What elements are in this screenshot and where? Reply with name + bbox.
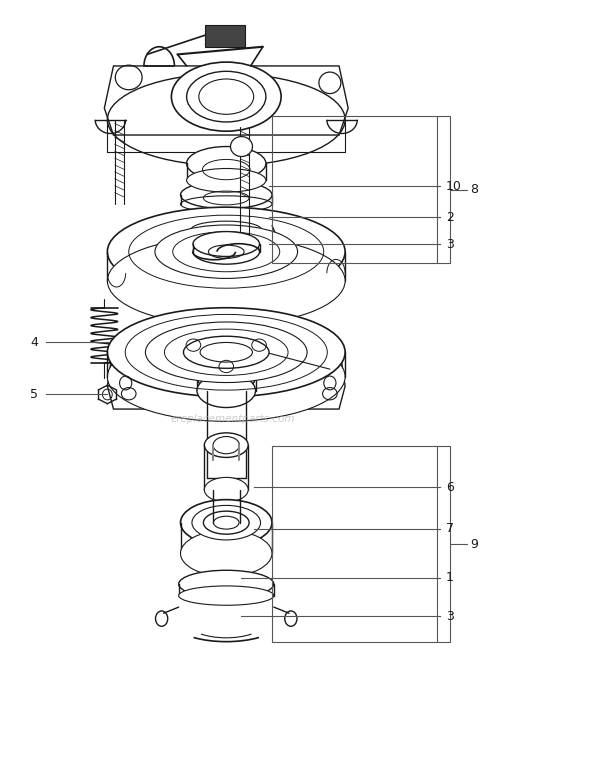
Text: 3: 3 (445, 610, 453, 623)
Polygon shape (104, 66, 348, 135)
Polygon shape (108, 345, 345, 409)
Ellipse shape (180, 531, 272, 577)
Ellipse shape (203, 511, 249, 534)
Ellipse shape (178, 571, 274, 598)
Text: 4: 4 (30, 336, 38, 349)
Text: 8: 8 (470, 183, 478, 196)
Ellipse shape (108, 236, 345, 325)
Text: 5: 5 (30, 388, 38, 401)
Bar (205, 25, 244, 47)
Bar (272, 446, 437, 641)
Ellipse shape (230, 137, 252, 157)
Text: ereplacementparts.com: ereplacementparts.com (170, 414, 295, 424)
Text: 9: 9 (470, 538, 478, 551)
Ellipse shape (193, 239, 260, 265)
Ellipse shape (186, 168, 266, 192)
Ellipse shape (108, 207, 345, 296)
Text: 1: 1 (445, 571, 453, 584)
Ellipse shape (193, 231, 260, 257)
Ellipse shape (145, 322, 307, 382)
Ellipse shape (172, 62, 281, 131)
Text: 10: 10 (445, 180, 461, 193)
Ellipse shape (197, 360, 255, 394)
Ellipse shape (180, 500, 272, 546)
Ellipse shape (180, 181, 272, 208)
Text: 7: 7 (445, 522, 454, 535)
Ellipse shape (204, 478, 248, 502)
Bar (272, 116, 437, 263)
Ellipse shape (155, 225, 298, 278)
Text: 2: 2 (445, 211, 453, 224)
Text: 6: 6 (445, 481, 453, 494)
Ellipse shape (183, 336, 269, 368)
Text: 3: 3 (445, 238, 453, 251)
Ellipse shape (197, 374, 255, 408)
Ellipse shape (108, 308, 345, 397)
Ellipse shape (192, 505, 260, 540)
Ellipse shape (186, 147, 266, 180)
Ellipse shape (108, 332, 345, 421)
Ellipse shape (186, 72, 266, 122)
Ellipse shape (178, 586, 274, 605)
Ellipse shape (204, 433, 248, 458)
